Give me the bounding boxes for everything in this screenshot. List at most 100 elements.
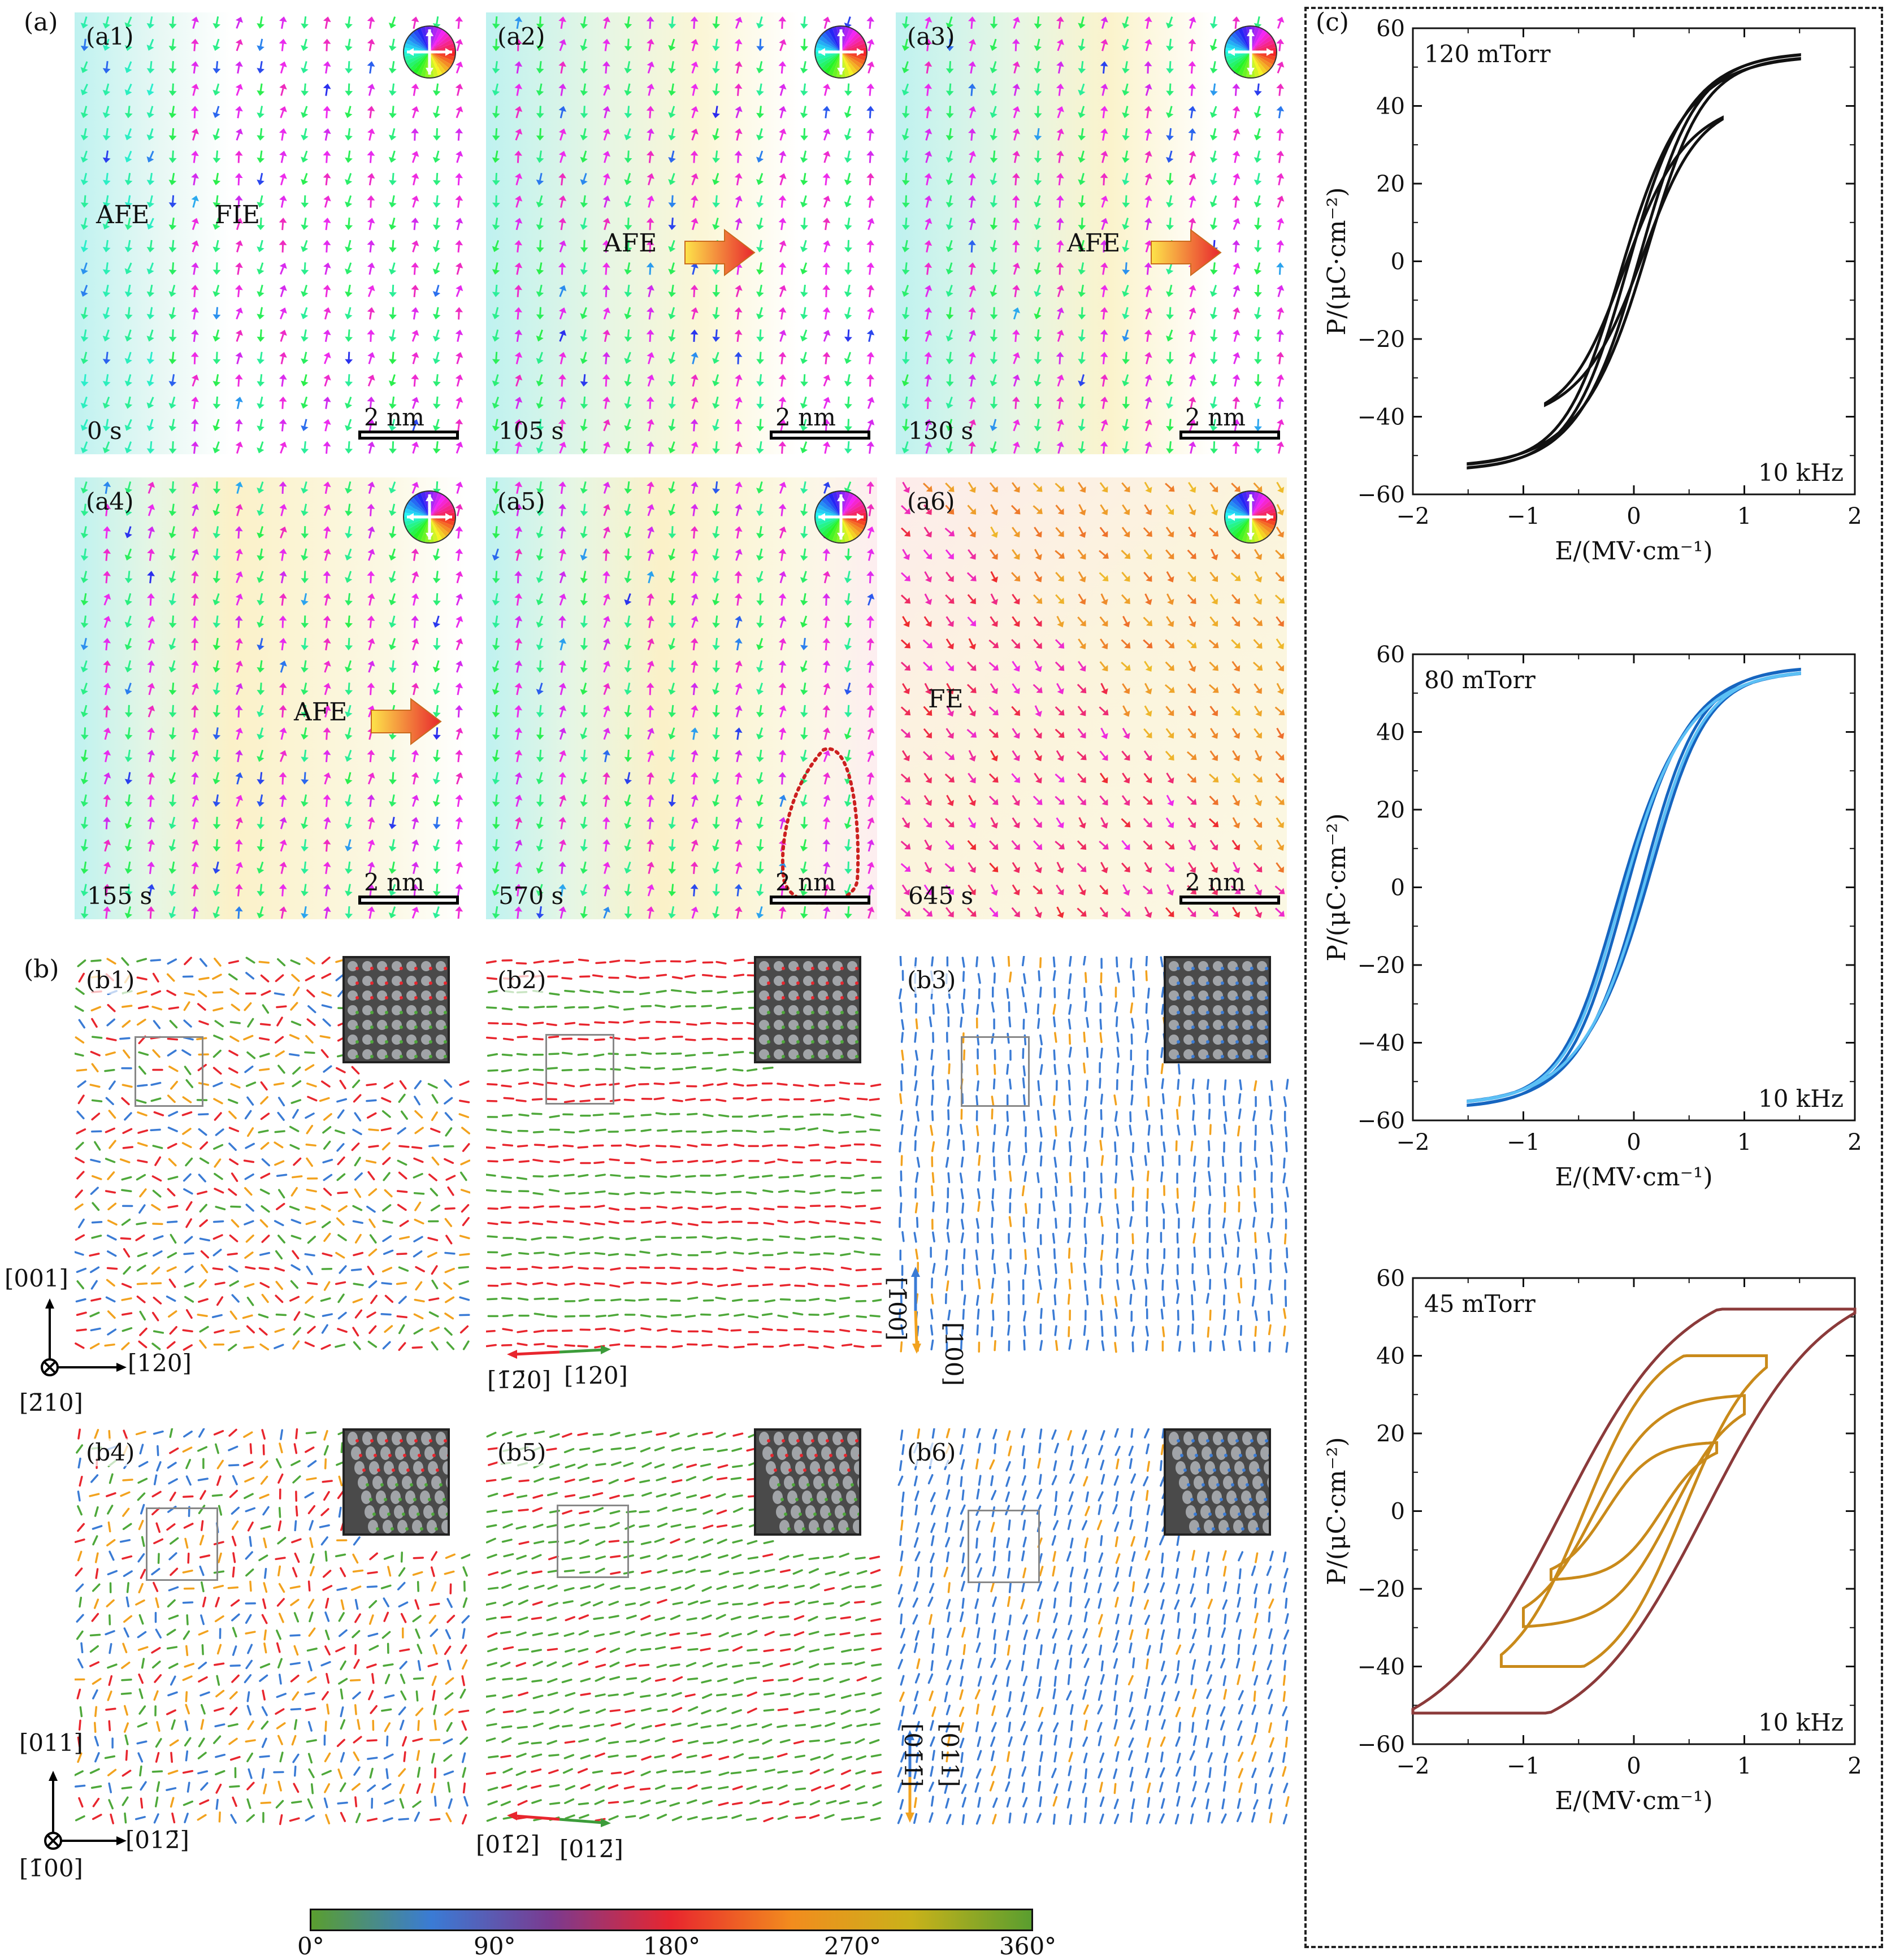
polarization-vector	[250, 1537, 251, 1546]
polarization-vector	[578, 1147, 587, 1148]
polarization-arrow	[536, 61, 544, 73]
polarization-arrow	[1211, 840, 1218, 850]
polarization-arrow	[779, 504, 787, 516]
polarization-vector	[92, 1236, 101, 1238]
polarization-arrow	[1013, 442, 1020, 454]
polarization-vector	[1224, 1310, 1225, 1319]
polarization-vector	[432, 1095, 437, 1103]
polarization-arrow	[81, 638, 89, 650]
polarization-arrow	[389, 839, 397, 851]
polarization-vector	[717, 1587, 726, 1589]
polarization-arrow	[1254, 397, 1261, 408]
polarization-vector	[278, 1599, 284, 1606]
polarization-arrow	[411, 285, 419, 297]
polarization-arrow	[1254, 774, 1263, 783]
polarization-arrow	[301, 285, 308, 297]
polarization-vector	[368, 1572, 377, 1574]
polarization-arrow	[323, 195, 331, 207]
polarization-vector	[1147, 1020, 1148, 1029]
polarization-arrow	[324, 352, 331, 364]
polarization-arrow	[1166, 352, 1174, 364]
polarization-vector	[275, 1221, 283, 1225]
polarization-vector	[233, 1628, 236, 1636]
polarization-arrow	[901, 864, 911, 872]
polarization-arrow	[735, 549, 743, 560]
polarization-vector	[1115, 1343, 1116, 1352]
polarization-arrow	[257, 106, 264, 119]
subpanel-label: (a1)	[86, 23, 134, 50]
polarization-arrow	[1013, 862, 1020, 873]
polarization-vector	[687, 1509, 696, 1511]
polarization-vector	[502, 1177, 511, 1178]
polarization-arrow	[1078, 639, 1086, 649]
polarization-vector	[462, 1616, 469, 1623]
subpanel-label: (a3)	[907, 23, 955, 50]
polarization-vector	[749, 1585, 758, 1588]
polarization-arrow	[433, 794, 441, 806]
polarization-arrow	[580, 593, 588, 606]
polarization-vector	[809, 1558, 818, 1559]
polarization-arrow	[103, 817, 111, 829]
polarization-vector	[810, 1193, 819, 1194]
polarization-vector	[704, 1510, 712, 1514]
polarization-vector	[355, 1310, 361, 1318]
polarization-arrow	[925, 862, 932, 873]
polarization-arrow	[257, 442, 264, 454]
polarization-vector	[547, 1618, 556, 1620]
polarization-arrow	[778, 262, 786, 275]
polarization-arrow	[492, 397, 500, 408]
polarization-arrow	[1277, 374, 1285, 386]
polarization-vector	[183, 1448, 191, 1451]
polarization-vector	[214, 1068, 221, 1074]
polarization-vector	[448, 1342, 454, 1349]
polarization-arrow	[345, 526, 353, 538]
polarization-vector	[137, 1175, 145, 1180]
polarization-vector	[534, 1525, 543, 1528]
polarization-vector	[641, 1556, 650, 1558]
polarization-arrow	[1078, 329, 1086, 342]
polarization-arrow	[844, 419, 852, 431]
polarization-vector	[75, 1054, 83, 1056]
polarization-arrow	[492, 195, 500, 208]
polarization-arrow	[867, 527, 874, 538]
polarization-arrow	[1144, 173, 1152, 185]
polarization-vector	[794, 1085, 803, 1086]
polarization-vector	[93, 1176, 101, 1179]
polarization-vector	[448, 1661, 450, 1669]
polarization-arrow	[1012, 329, 1020, 342]
polarization-arrow	[668, 593, 676, 606]
polarization-vector	[261, 1664, 270, 1667]
polarization-vector	[1100, 1033, 1101, 1042]
polarization-arrow	[367, 750, 375, 762]
polarization-vector	[1287, 1080, 1288, 1089]
polarization-arrow	[235, 263, 243, 275]
polarization-arrow	[603, 442, 610, 454]
polarization-arrow	[169, 195, 177, 208]
polarization-vector	[354, 1660, 359, 1668]
polarization-arrow	[580, 862, 588, 873]
polarization-vector	[1101, 1094, 1102, 1103]
polarization-vector	[1238, 1187, 1239, 1196]
polarization-vector	[337, 1218, 344, 1224]
polarization-arrow	[991, 884, 998, 896]
polarization-vector	[686, 1539, 694, 1542]
polarization-arrow	[968, 374, 976, 386]
polarization-vector	[96, 1707, 97, 1716]
polarization-arrow	[169, 262, 177, 275]
polarization-arrow	[924, 818, 932, 828]
polarization-arrow	[691, 571, 699, 583]
polarization-arrow	[624, 106, 632, 118]
polarization-vector	[1040, 1128, 1042, 1137]
polarization-arrow	[844, 638, 852, 650]
polarization-arrow	[345, 307, 353, 319]
polarization-arrow	[602, 397, 610, 409]
polarization-vector	[765, 1570, 774, 1572]
polarization-arrow	[1233, 795, 1241, 806]
polarization-arrow	[779, 84, 786, 95]
polarization-arrow	[969, 330, 976, 342]
polarization-vector	[262, 1430, 264, 1439]
motion-arrow-icon	[370, 696, 444, 747]
polarization-arrow	[301, 419, 309, 431]
polarization-vector	[214, 1083, 222, 1086]
polarization-arrow	[844, 839, 852, 851]
